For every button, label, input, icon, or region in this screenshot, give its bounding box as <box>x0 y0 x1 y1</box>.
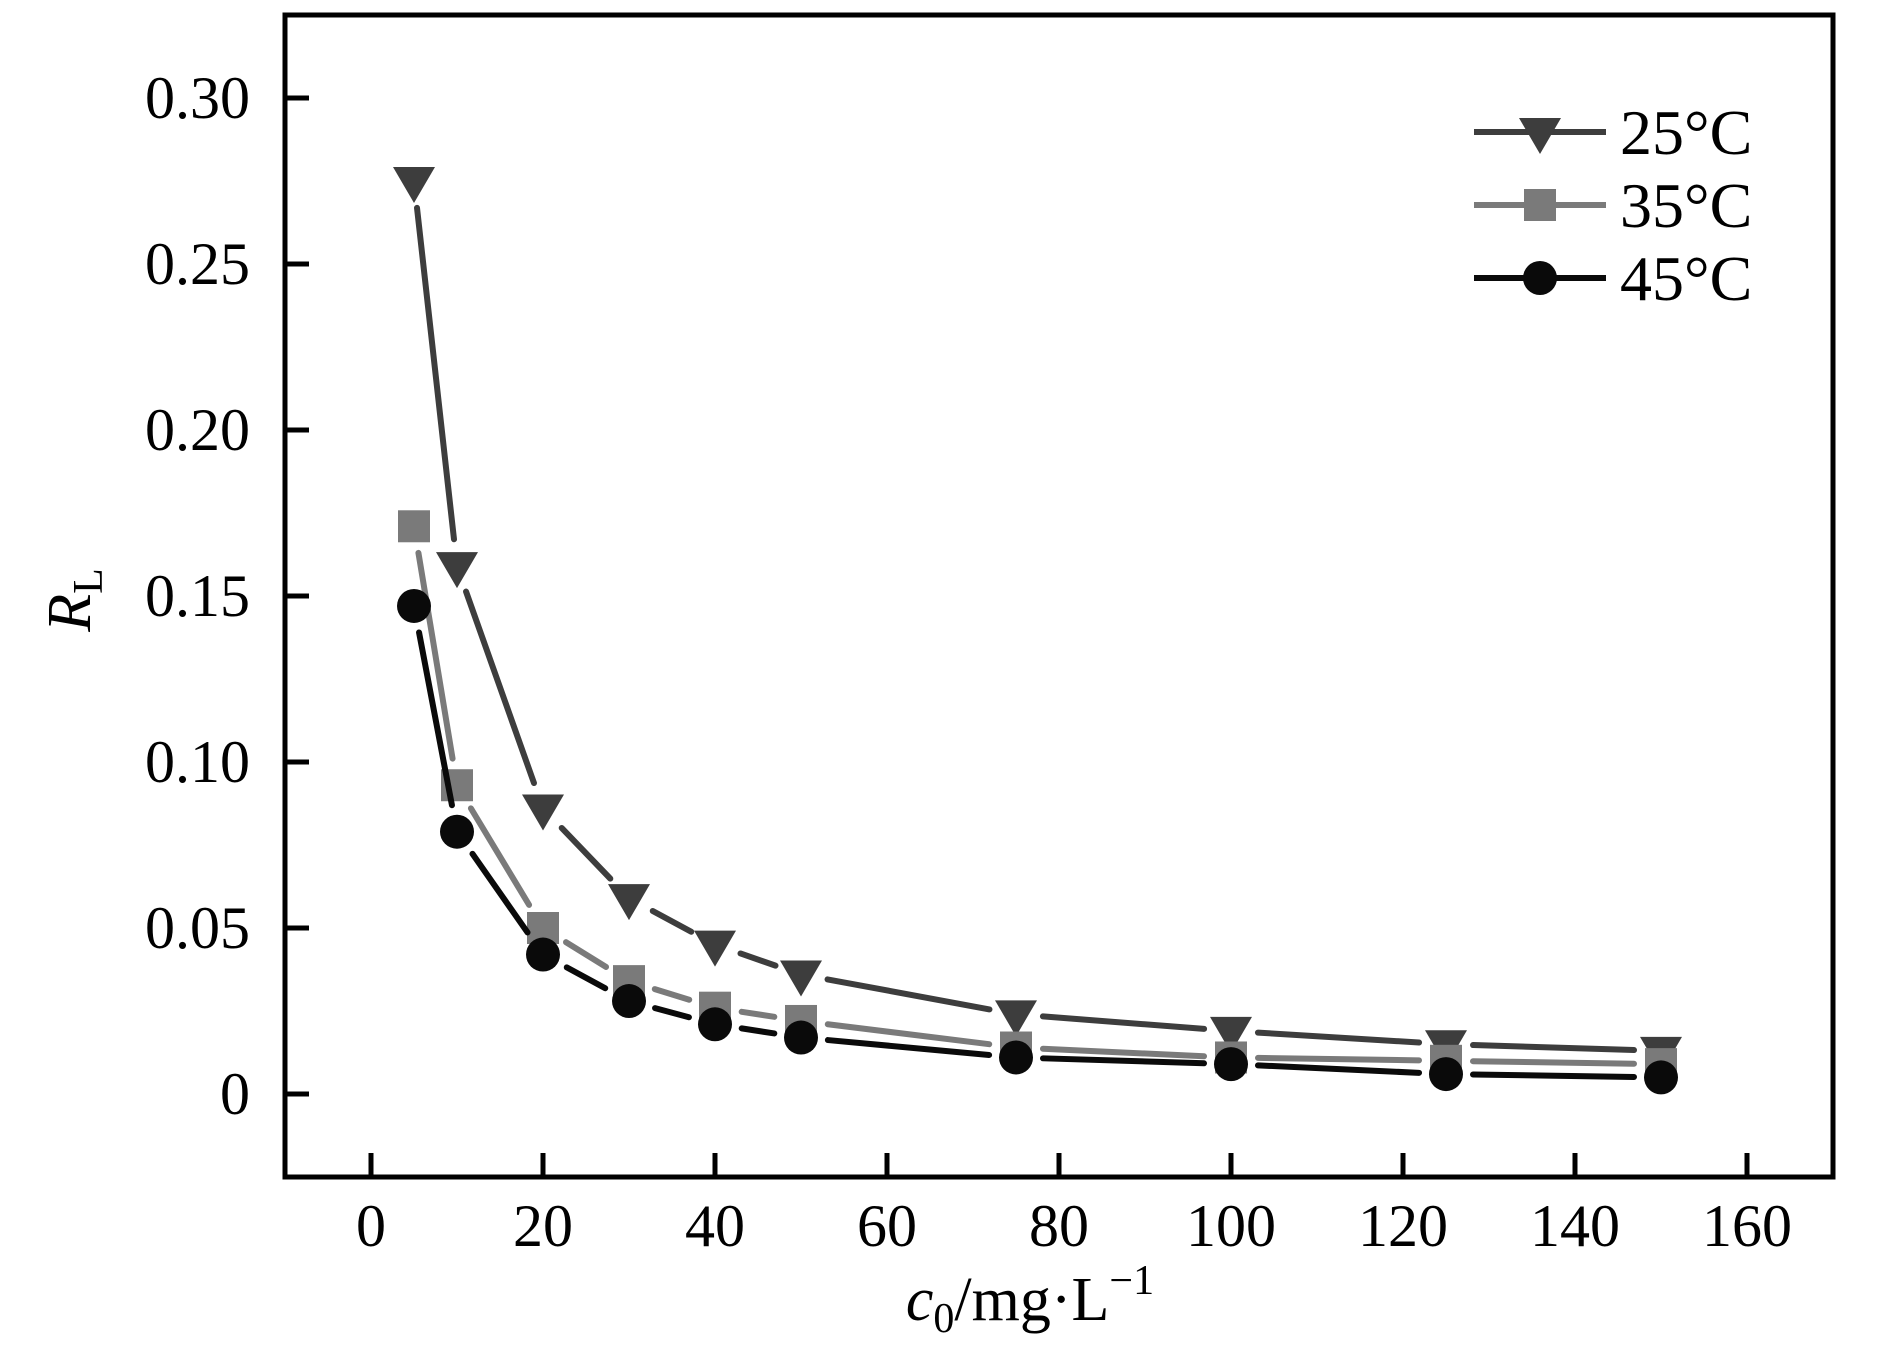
y-axis-label: RL <box>36 568 112 632</box>
series-45c-line-segment <box>824 1037 993 1058</box>
series-25c-triangle-down-marker <box>1210 1016 1252 1053</box>
series-25c-line-segment <box>413 204 458 543</box>
x-axis-tick-label: 80 <box>1029 1193 1089 1259</box>
plot-frame <box>282 12 1836 1180</box>
y-axis-tick-label: 0.25 <box>145 231 250 297</box>
series-25c-triangle-down-marker <box>780 960 822 997</box>
legend-25c-label: 25°C <box>1620 97 1752 168</box>
series-35c-square-marker <box>398 510 430 543</box>
series-25c-line-segment <box>649 907 695 935</box>
y-axis-tick-label: 0.05 <box>145 895 250 961</box>
x-axis-tick-label: 0 <box>356 1193 386 1259</box>
series-45c-circle-marker <box>784 1020 818 1055</box>
series-35c-line-segment <box>1469 1058 1638 1067</box>
legend-25c-triangle-down-marker <box>1519 118 1561 154</box>
series-25c-line-segment <box>1254 1029 1423 1046</box>
series-25c-line-segment <box>1469 1042 1638 1054</box>
series-45c-circle-marker <box>999 1040 1033 1075</box>
y-axis-tick-label: 0.30 <box>145 65 250 131</box>
x-axis-label-variable: c <box>905 1266 934 1334</box>
series-35c-line-segment <box>1039 1045 1208 1060</box>
series-35c-line-segment <box>562 939 610 970</box>
series-45c-line-segment <box>1254 1062 1423 1076</box>
series-35c-line-segment <box>738 1008 778 1020</box>
series-45c-line-segment <box>652 1005 692 1021</box>
series-45c-circle-marker <box>612 984 646 1019</box>
series-45c-circle-marker <box>526 937 560 972</box>
legend-45c-label: 45°C <box>1620 243 1752 314</box>
x-axis-tick-label: 160 <box>1702 1193 1792 1259</box>
x-axis-tick-label: 100 <box>1186 1193 1276 1259</box>
legend-45c-circle-marker <box>1523 261 1557 295</box>
legend-35c-square-marker <box>1524 189 1556 221</box>
series-35c-line-segment <box>651 986 693 1003</box>
y-axis-tick-label: 0 <box>220 1061 250 1127</box>
y-axis-label-subscript: L <box>66 568 112 594</box>
series-25c-triangle-down-marker <box>694 930 736 967</box>
x-axis-tick-label: 20 <box>513 1193 573 1259</box>
series-35c-line-segment <box>1254 1054 1423 1064</box>
series-35c-line-segment <box>467 805 533 908</box>
series-45c-line-segment <box>563 964 609 992</box>
y-axis-tick-label: 0.15 <box>145 563 250 629</box>
y-axis-tick-label: 0.20 <box>145 397 250 463</box>
series-45c-line-segment <box>1469 1071 1638 1080</box>
series-35c-line-segment <box>415 549 456 762</box>
x-axis-label-subscript: 0 <box>933 1296 955 1342</box>
series-25c-line-segment <box>737 950 779 969</box>
x-axis-tick-label: 60 <box>857 1193 917 1259</box>
x-axis-label: c0/mg·L−1 <box>905 1260 1154 1340</box>
series-45c-circle-marker <box>397 588 431 623</box>
series-45c-line-segment <box>1039 1055 1208 1067</box>
series-45c-line-segment <box>738 1025 778 1037</box>
x-axis-tick-label: 40 <box>685 1193 745 1259</box>
series-45c-line-segment <box>469 850 531 936</box>
y-axis-label-variable: R <box>36 593 104 632</box>
x-axis-label-unit: /mg·L <box>954 1266 1110 1334</box>
series-45c-circle-marker <box>698 1007 732 1042</box>
x-axis-label-superscript: −1 <box>1109 1258 1155 1304</box>
series-45c-circle-marker <box>1429 1057 1463 1092</box>
x-axis-tick-label: 120 <box>1358 1193 1448 1259</box>
series-35c-line-segment <box>824 1021 993 1048</box>
series-25c-line-segment <box>558 824 614 882</box>
series-25c-triangle-down-marker <box>393 167 435 203</box>
series-45c-line-segment <box>416 629 455 809</box>
series-25c-line-segment <box>463 588 537 787</box>
series-45c-circle-marker <box>1214 1047 1248 1082</box>
series-45c-circle-marker <box>1644 1060 1678 1095</box>
legend-35c-label: 35°C <box>1620 170 1752 241</box>
series-25c-line-segment <box>1039 1013 1208 1032</box>
series-25c-triangle-down-marker <box>608 884 650 921</box>
series-45c-circle-marker <box>440 814 474 849</box>
y-axis-tick-label: 0.10 <box>145 729 250 795</box>
series-25c-line-segment <box>824 976 993 1013</box>
series-25c-triangle-down-marker <box>436 552 478 589</box>
x-axis-tick-label: 140 <box>1530 1193 1620 1259</box>
series-25c-triangle-down-marker <box>522 794 564 831</box>
series-25c-triangle-down-marker <box>995 1000 1037 1037</box>
